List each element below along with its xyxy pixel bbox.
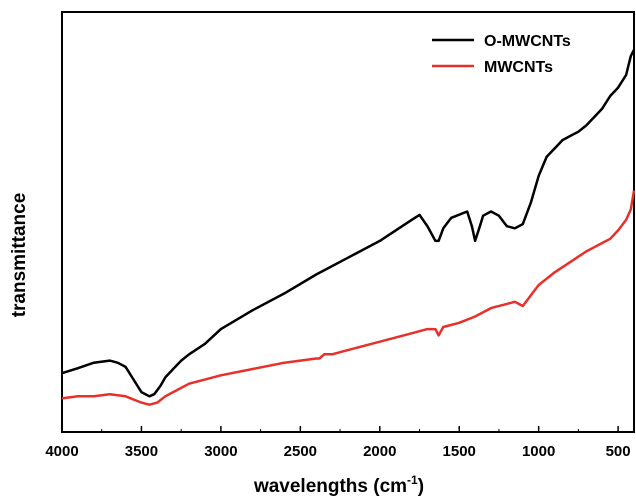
x-axis-title-end: ) [418,476,424,497]
x-tick-label: 2000 [363,443,396,460]
legend-label-o-mwcnts: O-MWCNTs [484,33,571,50]
legend-label-mwcnts: MWCNTs [484,59,553,76]
y-axis-title: transmittance [9,193,30,318]
x-tick-label: 500 [606,443,631,460]
x-tick-label: 3000 [204,443,237,460]
x-axis-title-superscript: -1 [407,473,418,487]
x-axis-title: wavelengths (cm-1) [253,473,424,497]
x-tick-label: 1000 [522,443,555,460]
series-line-o-mwcnts [61,49,636,398]
x-axis-title-main: wavelengths (cm [253,476,407,497]
series-line-mwcnts [61,190,636,406]
x-tick-label: 2500 [284,443,317,460]
x-ticks: 4000 3500 3000 2500 2000 1500 1000 500 [45,426,631,460]
x-tick-label: 3500 [125,443,158,460]
series-layer [61,49,636,406]
x-tick-label: 4000 [45,443,78,460]
x-tick-label: 1500 [443,443,476,460]
plot-frame [61,11,635,433]
legend: O-MWCNTs MWCNTs [432,33,571,76]
